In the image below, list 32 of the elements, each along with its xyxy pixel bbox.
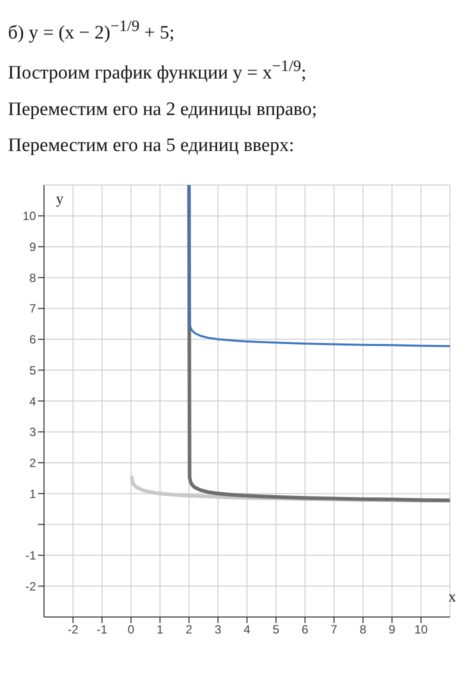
x-tick-label: 6 <box>302 622 309 636</box>
y-tick-label: -2 <box>25 579 36 594</box>
y-tick-label: 6 <box>29 332 36 346</box>
x-tick-label: 5 <box>272 622 280 636</box>
x-tick-label: 4 <box>244 622 251 636</box>
x-tick-label: -1 <box>96 622 108 636</box>
y-tick-label: -1 <box>25 548 36 562</box>
text: Переместим его на 5 единиц вверх: <box>8 134 296 157</box>
text: Построим график функции y = x$^{−1/9}$; <box>8 58 308 85</box>
chart-title: б) y = (x − 2)$^{−1/9}$ + 5; <box>8 18 176 44</box>
y-axis-title: y <box>56 191 64 208</box>
y-tick-label: 1 <box>29 486 36 500</box>
y-tick-label: 9 <box>29 240 36 254</box>
x-tick-label: 7 <box>330 622 338 636</box>
y-tick-label: 2 <box>29 456 36 470</box>
x-tick-label: 3 <box>214 622 222 636</box>
y-tick-label: 3 <box>29 424 36 439</box>
x-tick-label: -2 <box>68 622 79 636</box>
y-tick-label: 5 <box>29 363 36 378</box>
x-tick-label: 0 <box>128 622 135 636</box>
y-tick-label: 4 <box>29 394 36 408</box>
x-tick-label: 1 <box>156 622 164 636</box>
x-axis-title: x <box>448 589 456 606</box>
y-tick-label: 8 <box>29 270 36 284</box>
x-tick-label: 2 <box>186 622 193 636</box>
y-tick-label: 10 <box>22 208 36 223</box>
x-tick-label: 8 <box>360 622 367 636</box>
x-tick-label: 10 <box>414 622 428 636</box>
text: Переместим его на 2 единицы вправо; <box>8 98 318 121</box>
y-tick-label: 7 <box>29 301 36 316</box>
line-series <box>188 184 450 347</box>
x-tick-label: 9 <box>388 622 396 636</box>
